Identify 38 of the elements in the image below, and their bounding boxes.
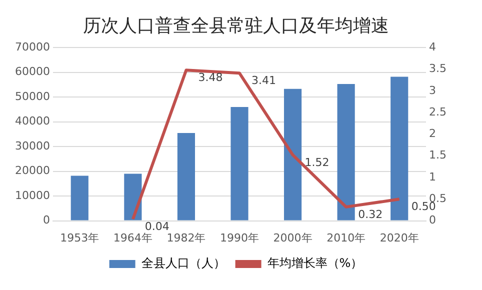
y2-tick-label: 1 — [429, 170, 436, 184]
bar — [230, 106, 248, 220]
data-label: 0.32 — [358, 208, 383, 221]
bar — [284, 88, 302, 220]
x-tick-label: 1982年 — [166, 231, 206, 244]
y-tick-label: 30000 — [14, 139, 50, 152]
y2-tick-label: 3 — [429, 84, 436, 97]
data-label: 0.04 — [144, 220, 170, 233]
y-tick-label: 50000 — [14, 90, 50, 103]
chart-title: 历次人口普查全县常驻人口及年均增速 — [83, 15, 389, 36]
bar — [124, 174, 142, 220]
x-tick-label: 2020年 — [380, 231, 419, 244]
y2-tick-label: 2 — [429, 127, 436, 140]
y2-tick-label: 3.5 — [429, 62, 446, 76]
legend-label: 全县人口（人） — [141, 256, 226, 270]
y-tick-label: 10000 — [14, 188, 50, 202]
y-tick-label: 60000 — [14, 65, 50, 78]
y2-tick-label: 2.5 — [429, 105, 446, 118]
x-tick-label: 2010年 — [326, 231, 366, 244]
y-tick-label: 20000 — [14, 164, 50, 178]
y-tick-label: 40000 — [14, 114, 50, 128]
x-tick-label: 1953年 — [60, 231, 100, 244]
x-tick-label: 2000年 — [273, 231, 312, 244]
y2-tick-label: 0 — [429, 214, 436, 227]
bar — [177, 132, 195, 220]
y-tick-label: 0 — [42, 214, 50, 227]
bar — [70, 176, 88, 220]
y2-tick-label: 4 — [429, 40, 436, 54]
legend-label: 年均增长率（%） — [267, 256, 363, 270]
data-label: 3.48 — [198, 70, 223, 84]
bar — [390, 76, 408, 220]
x-tick-label: 1990年 — [220, 231, 259, 244]
data-label: 1.52 — [304, 156, 330, 169]
data-label: 3.41 — [251, 74, 276, 88]
y-tick-label: 70000 — [14, 40, 50, 54]
y2-tick-label: 1.5 — [429, 148, 446, 162]
x-tick-label: 1964年 — [113, 231, 152, 244]
bar — [337, 84, 355, 220]
